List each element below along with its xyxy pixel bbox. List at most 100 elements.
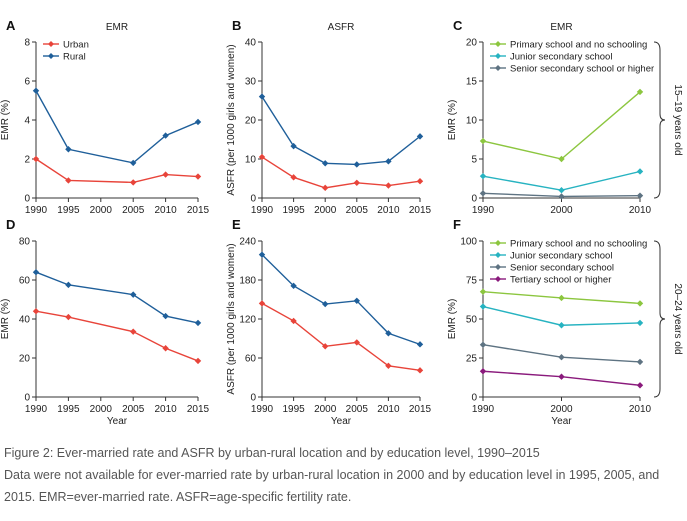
row-label: 15–19 years old	[672, 84, 683, 155]
x-tick-label: 2010	[629, 404, 652, 415]
data-point-rural	[290, 282, 297, 290]
y-tick-label: 30	[245, 77, 257, 88]
series-line-urban	[261, 156, 421, 189]
x-tick-label: 1995	[57, 404, 80, 415]
x-tick-label: 1990	[472, 404, 495, 415]
data-point-urban	[385, 182, 392, 189]
data-point-rural	[416, 133, 424, 140]
row-label: 20–24 years old	[672, 283, 683, 354]
y-tick-label: 25	[466, 354, 478, 365]
panel-c: C EMR 0 5 10 15 20 1990 2000 2010 EMR (%) Primary s…	[447, 18, 654, 216]
panel-label: F	[453, 217, 461, 232]
series-line-primary	[482, 91, 641, 160]
x-tick-label: 1995	[282, 205, 305, 216]
data-point-junior	[479, 303, 487, 310]
x-tick-label: 2010	[377, 404, 400, 415]
data-point-rural	[385, 158, 392, 165]
y-tick-label: 0	[24, 194, 30, 205]
y-tick-label: 0	[24, 393, 30, 404]
panel-label: C	[453, 18, 463, 33]
data-point-rural	[353, 161, 360, 168]
x-tick-label: 1990	[251, 205, 274, 216]
data-point-urban	[416, 367, 424, 374]
x-tick-label: 2005	[122, 205, 145, 216]
data-point-urban	[258, 300, 266, 307]
y-tick-label: 6	[24, 77, 30, 88]
data-point-urban	[322, 343, 329, 350]
y-tick-label: 40	[19, 315, 31, 326]
panel-f: F 0 25 50 75 100 1990 2000 2010 Year EMR (%) Primar…	[447, 217, 652, 427]
data-point-junior	[479, 172, 487, 180]
data-point-senior	[636, 358, 644, 366]
figure-caption-title: Figure 2: Ever-married rate and ASFR by …	[4, 446, 540, 460]
y-axis-label: ASFR (per 1000 girls and women)	[226, 44, 237, 195]
data-point-tertiary	[558, 373, 565, 380]
x-tick-label: 1990	[472, 205, 495, 216]
x-tick-label: 2000	[550, 205, 573, 216]
y-axis-label: EMR (%)	[0, 100, 11, 141]
panel-a: A EMR 0 2 4 6 8 1990 1995 2000 2005 2010 2015 EMR (%)…	[0, 18, 210, 216]
legend-label: Senior secondary school or higher	[510, 64, 654, 75]
series-line-urban	[35, 158, 199, 184]
x-tick-label: 1995	[57, 205, 80, 216]
data-point-urban	[322, 184, 329, 192]
data-point-tertiary	[479, 368, 487, 375]
data-point-primary	[479, 137, 487, 145]
series-line-rural	[35, 90, 199, 164]
y-tick-label: 15	[466, 77, 478, 88]
data-point-junior	[558, 322, 565, 329]
y-tick-label: 100	[460, 237, 477, 248]
y-axis-label: EMR (%)	[0, 299, 11, 340]
legend-marker-tertiary	[495, 276, 501, 282]
legend-label: Rural	[63, 52, 86, 63]
x-tick-label: 1990	[25, 404, 48, 415]
panel-label: D	[6, 217, 15, 232]
legend-label: Junior secondary school	[510, 52, 612, 63]
data-point-rural	[65, 281, 72, 289]
y-axis-label: EMR (%)	[447, 100, 458, 141]
panel-b: B ASFR 0 10 20 30 40 1990 1995 2000 2005 2010 2015 AS…	[226, 18, 432, 216]
data-point-urban	[32, 308, 40, 315]
data-point-urban	[416, 178, 424, 185]
y-tick-label: 0	[471, 194, 477, 205]
data-point-urban	[353, 339, 360, 346]
data-point-urban	[290, 317, 297, 325]
legend-marker-urban	[48, 41, 54, 47]
series-line-rural	[261, 96, 421, 166]
data-point-senior	[558, 193, 565, 200]
x-tick-label: 2010	[154, 404, 177, 415]
x-tick-label: 2000	[550, 404, 573, 415]
y-tick-label: 80	[19, 237, 31, 248]
x-tick-label: 2010	[154, 205, 177, 216]
x-tick-label: 2005	[346, 404, 369, 415]
y-tick-label: 180	[239, 276, 256, 287]
data-point-primary	[558, 155, 565, 163]
x-tick-label: 2015	[187, 205, 210, 216]
x-tick-label: 2010	[629, 205, 652, 216]
y-tick-label: 75	[466, 276, 478, 287]
x-tick-label: 2000	[314, 404, 337, 415]
x-tick-label: 2015	[187, 404, 210, 415]
data-point-urban	[65, 313, 72, 321]
panel-title: EMR	[106, 22, 128, 33]
curly-brace-icon	[653, 240, 666, 398]
panel-label: B	[232, 18, 241, 33]
data-point-rural	[194, 319, 202, 327]
x-axis-label: Year	[107, 416, 128, 427]
data-point-urban	[385, 362, 392, 369]
data-point-urban	[194, 173, 202, 180]
y-tick-label: 10	[245, 155, 257, 166]
legend-marker-primary	[495, 240, 501, 246]
legend-marker-junior	[495, 53, 501, 59]
x-tick-label: 1990	[25, 205, 48, 216]
x-tick-label: 1995	[282, 404, 305, 415]
data-point-senior	[636, 192, 644, 199]
data-point-junior	[558, 187, 565, 194]
data-point-urban	[32, 155, 40, 163]
x-axis-label: Year	[331, 416, 352, 427]
y-tick-label: 8	[24, 38, 30, 49]
data-point-rural	[258, 251, 266, 258]
y-tick-label: 60	[19, 276, 31, 287]
data-point-senior	[479, 341, 487, 348]
